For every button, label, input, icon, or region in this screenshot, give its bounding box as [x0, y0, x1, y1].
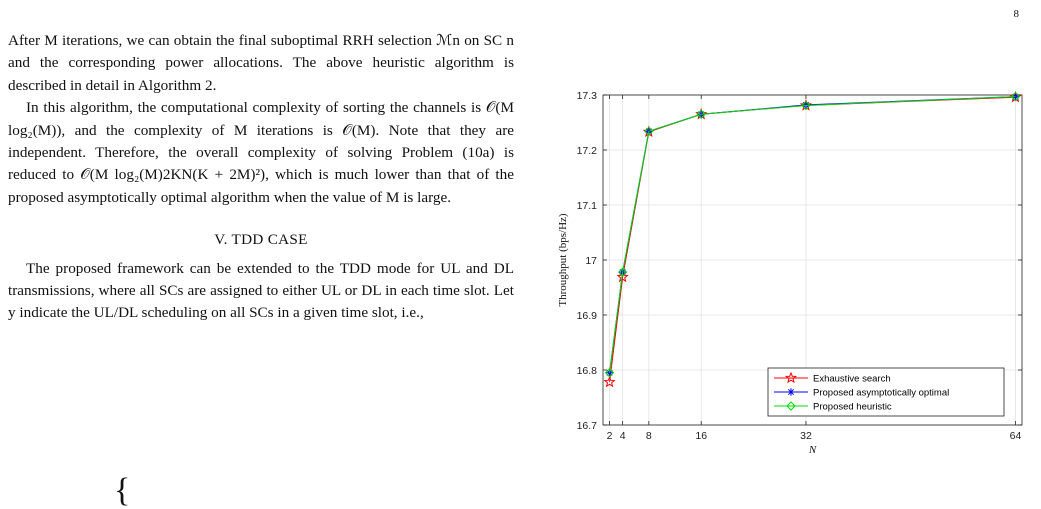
paragraph-1: After M iterations, we can obtain the fi… [8, 32, 514, 94]
x-tick-label: 32 [800, 430, 812, 442]
y-tick-label: 17 [585, 255, 597, 267]
y-axis-label: Throughput (bps/Hz) [557, 213, 569, 307]
series-line [609, 96, 1016, 373]
diamond-marker [604, 368, 615, 378]
y-tick-label: 17.3 [577, 90, 598, 102]
series-proposed-asymptotically-optimal [605, 92, 1020, 377]
paragraph-2: In this algorithm, the computational com… [8, 99, 514, 206]
y-tick-label: 16.8 [577, 365, 598, 377]
x-tick-label: 2 [607, 430, 613, 442]
diamond-marker [1010, 91, 1021, 102]
section-heading: V. TDD CASE [214, 231, 308, 249]
axis-ticks: 2 4 8 16 32 64 16.7 16.8 16.9 17 17.1 17.2 17.3 [577, 90, 1022, 442]
x-tick-label: 8 [646, 430, 652, 442]
legend-label: Exhaustive search [813, 374, 891, 385]
diamond-marker [801, 100, 811, 111]
left-column: After M iterations, we can obtain the fi… [8, 30, 514, 325]
throughput-chart: 2 4 8 16 32 64 16.7 16.8 16.9 17 17.1 17.2 17.3 N Th… [557, 90, 1023, 456]
diamond-marker [644, 126, 654, 137]
x-tick-label: 4 [620, 430, 626, 442]
x-tick-label: 64 [1010, 430, 1022, 442]
y-tick-label: 17.1 [577, 200, 598, 212]
x-axis-label: N [808, 444, 817, 456]
y-tick-label: 16.9 [577, 310, 598, 322]
legend-label: Proposed asymptotically optimal [813, 388, 949, 399]
legend: Exhaustive search Proposed asymptotically… [767, 367, 1005, 417]
y-tick-label: 17.2 [577, 145, 598, 157]
series-exhaustive-search [603, 90, 1022, 388]
paragraph-3: The proposed framework can be extended t… [8, 259, 514, 322]
star-marker [616, 270, 629, 283]
page-number: 8 [1013, 8, 1020, 20]
star-marker [784, 371, 798, 384]
asterisk-marker [787, 388, 795, 396]
throughput-figure: 2 4 8 16 32 64 16.7 16.8 16.9 17 17.1 17.2 17.3 N Th… [540, 80, 1040, 480]
series-line [609, 96, 1016, 373]
diamond-marker [617, 267, 628, 277]
y-tick-label: 16.7 [577, 420, 598, 432]
diamond-marker [696, 109, 706, 119]
series-line [609, 96, 1016, 383]
series-proposed-heuristic [604, 91, 1021, 378]
series-layer [603, 90, 1022, 388]
legend-label: Proposed heuristic [813, 402, 892, 413]
star-marker [603, 375, 616, 388]
equation-brace: { [114, 472, 131, 509]
diamond-marker [786, 401, 796, 411]
x-tick-label: 16 [695, 430, 707, 442]
